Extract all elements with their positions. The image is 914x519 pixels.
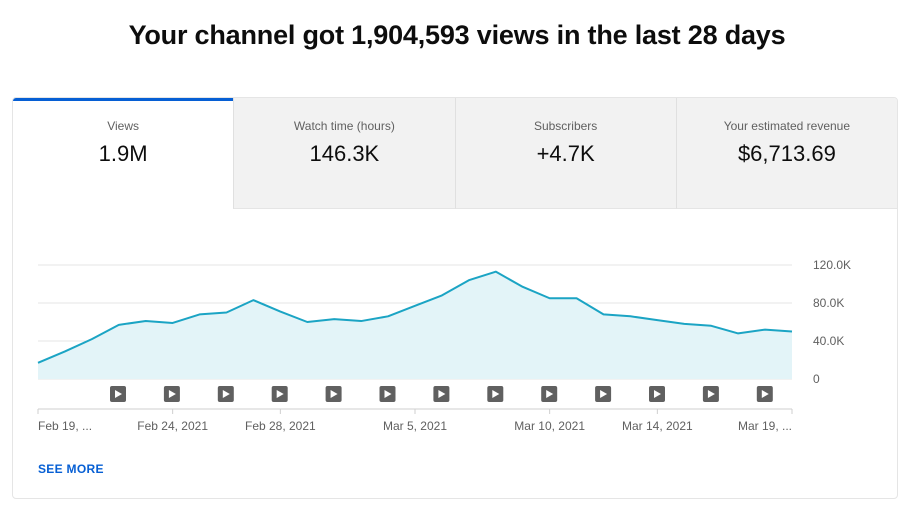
x-tick-label: Mar 19, ... [738,419,792,433]
play-icon [438,390,446,398]
video-marker-icon[interactable] [110,386,126,402]
views-chart: 0 40.0K 80.0K 120.0K Feb 19, ... Feb 24, 2021… [37,258,851,433]
tab-label: Watch time (hours) [293,119,395,133]
analytics-card: Views 1.9M Watch time (hours) 146.3K Sub… [12,97,898,499]
page-title: Your channel got 1,904,593 views in the … [128,20,786,50]
tab-views[interactable]: Views 1.9M [13,98,234,209]
x-tick-label: Mar 5, 2021 [383,419,447,433]
video-marker-icon[interactable] [325,386,342,402]
tab-label: Your estimated revenue [723,119,851,133]
y-tick-label: 80.0K [813,296,844,310]
play-icon [330,390,338,398]
tab-value: +4.7K [536,141,595,166]
play-icon [115,390,122,398]
video-marker-icon[interactable] [433,386,450,402]
tab-value: 1.9M [98,141,148,166]
video-marker-icon[interactable] [487,386,504,402]
y-tick-label: 40.0K [813,334,844,348]
video-marker-icon[interactable] [702,386,719,402]
video-marker-icon[interactable] [595,386,612,402]
play-icon [707,390,715,398]
video-marker-icon[interactable] [649,386,665,402]
tab-subscribers[interactable]: Subscribers +4.7K [454,98,676,209]
metric-tabs: Views 1.9M Watch time (hours) 146.3K Sub… [13,98,897,209]
play-icon [168,390,176,398]
video-marker-icon[interactable] [379,386,396,402]
x-tick-label: Feb 28, 2021 [245,419,316,433]
series-line [37,270,793,364]
video-marker-icon[interactable] [756,386,773,402]
tab-watch-time[interactable]: Watch time (hours) 146.3K [233,98,455,209]
x-tick-label: Mar 10, 2021 [514,419,585,433]
tab-value: $6,713.69 [737,141,836,166]
y-tick-label: 120.0K [813,258,851,272]
play-icon [492,390,500,398]
play-icon [654,390,661,398]
play-icon [384,390,392,398]
play-icon [761,390,769,398]
play-icon [222,390,230,398]
play-icon [546,390,554,398]
y-tick-label: 0 [813,372,820,386]
x-tick-label: Mar 14, 2021 [622,419,693,433]
video-marker-icon[interactable] [541,386,558,402]
tab-revenue[interactable]: Your estimated revenue $6,713.69 [675,98,897,209]
see-more-link[interactable]: SEE MORE [38,462,104,476]
play-icon [600,390,608,398]
video-marker-icon[interactable] [271,386,288,402]
x-tick-label: Feb 19, ... [38,419,92,433]
x-tick-label: Feb 24, 2021 [137,419,208,433]
play-icon [276,390,284,398]
tab-value: 146.3K [309,141,380,166]
video-marker-icon[interactable] [163,386,180,402]
tab-label: Views [107,119,140,133]
area-fill [38,271,792,379]
tab-label: Subscribers [533,119,598,133]
video-marker-icon[interactable] [217,386,234,402]
